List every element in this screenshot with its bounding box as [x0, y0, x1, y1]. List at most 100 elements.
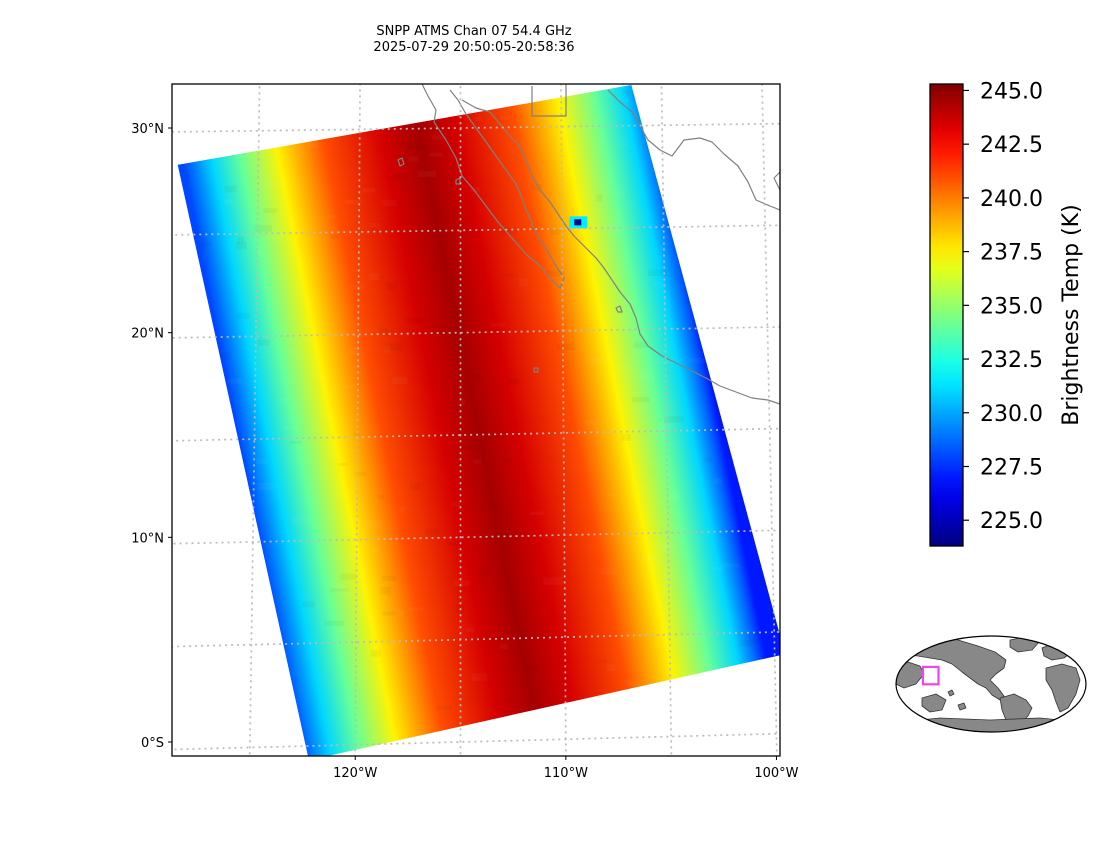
- swath-noise-cell: [383, 200, 397, 206]
- y-tick-label: 10°N: [131, 531, 164, 546]
- swath-noise-cell: [505, 458, 513, 463]
- y-tick-label: 30°N: [131, 122, 164, 137]
- colorbar-tick-label: 230.0: [980, 402, 1043, 427]
- colorbar-tick-label: 232.5: [980, 348, 1043, 373]
- swath-noise-cell: [264, 181, 283, 189]
- coastline: [461, 99, 780, 405]
- swath-noise-cell: [333, 585, 347, 593]
- swath-noise-cell: [258, 340, 270, 346]
- colorbar-tick-label: 225.0: [980, 509, 1043, 534]
- swath-noise-cell: [340, 574, 356, 580]
- coastline: [615, 305, 623, 313]
- swath-noise-cell: [642, 555, 659, 562]
- grid-parallel: [172, 427, 780, 442]
- coastline: [397, 157, 405, 167]
- swath-noise-cell: [466, 628, 475, 633]
- graticule: [36, 29, 780, 840]
- swath-noise-cell: [362, 188, 375, 192]
- swath-noise-cell: [523, 665, 539, 670]
- swath-noise-cell: [454, 581, 471, 587]
- swath-noise-cell: [451, 502, 461, 507]
- x-tick-label: 110°W: [544, 766, 588, 781]
- swath-noise-cell: [687, 357, 705, 363]
- swath-noise-cell: [290, 441, 302, 444]
- swath-noise-cell: [237, 313, 250, 319]
- swath-noise-cell: [472, 674, 488, 681]
- swath-noise-cell: [369, 274, 379, 281]
- swath-noise-cell: [387, 175, 407, 181]
- swath-noise-cell: [430, 153, 443, 157]
- coastline: [607, 89, 780, 211]
- swath-noise-cell: [658, 432, 665, 436]
- grid-parallel: [172, 122, 780, 133]
- swath-noise-cell: [474, 460, 482, 464]
- swath-noise-cell: [364, 520, 382, 528]
- swath-noise-cell: [306, 142, 318, 149]
- grid-meridian: [248, 84, 261, 756]
- swath-noise-cell: [479, 569, 490, 577]
- swath-noise-cell: [557, 343, 575, 350]
- grid-meridian: [142, 29, 160, 840]
- swath-noise-cell: [600, 568, 616, 575]
- colorbar-tick-label: 240.0: [980, 187, 1043, 212]
- swath-noise-cell: [331, 234, 339, 239]
- swath-noise-cell: [409, 156, 419, 161]
- swath-noise-cell: [621, 434, 631, 441]
- swath-noise-cell: [273, 240, 281, 244]
- x-tick-label: 100°W: [754, 766, 798, 781]
- swath-noise-cell: [302, 602, 314, 608]
- swath-noise-cell: [392, 377, 407, 384]
- swath-noise-cell: [325, 621, 344, 626]
- swath-noise-cell: [500, 116, 509, 120]
- swath-noise-cell: [382, 611, 398, 615]
- swath-noise-cell: [371, 650, 381, 657]
- swath-noise-cell: [599, 659, 606, 663]
- swath-noise-cell: [256, 458, 268, 464]
- grid-parallel: [172, 631, 780, 648]
- swath-noise-cell: [263, 208, 277, 213]
- swath-noise-cell: [380, 587, 390, 595]
- y-axis-ticks: 30°N 20°N 10°N 0°S: [131, 122, 172, 751]
- swath-noise-cell: [491, 323, 506, 327]
- swath-noise-cell: [387, 283, 397, 291]
- colorbar-frame: [929, 83, 964, 547]
- swath-noise-cell: [519, 278, 527, 286]
- grid-meridian: [560, 84, 567, 756]
- swath-noise-cell: [425, 528, 439, 535]
- swath-noise-cell: [617, 191, 626, 197]
- swath-noise-cell: [476, 117, 482, 121]
- swath-noise-cell: [673, 524, 680, 529]
- swath-noise-cell: [500, 644, 508, 650]
- swath-noise-cell: [338, 463, 348, 466]
- swath-noise-cell: [543, 577, 563, 585]
- swath-noise-cell: [351, 518, 359, 523]
- swath-noise-cell: [225, 186, 237, 192]
- chart-subtitle: 2025-07-29 20:50:05-20:58:36: [373, 40, 574, 55]
- swath-noise-cell: [346, 552, 356, 559]
- chart-title: SNPP ATMS Chan 07 54.4 GHz: [376, 24, 571, 39]
- cold-anomaly: [569, 216, 588, 229]
- anomaly-core: [574, 219, 582, 226]
- swath-noise-cell: [633, 397, 650, 402]
- colorbar-tick-label: 235.0: [980, 294, 1043, 319]
- coastline: [531, 84, 567, 117]
- colorbar: 245.0 242.5 240.0 237.5 235.0 232.5 230.0 227.5…: [929, 79, 1084, 547]
- swath-noise-cell: [629, 523, 639, 529]
- colorbar-tick-label: 237.5: [980, 241, 1043, 266]
- swath-noise-cell: [462, 446, 478, 450]
- swath-noise-cell: [623, 90, 630, 96]
- swath-noise-cell: [712, 567, 724, 570]
- grid-meridian: [36, 30, 60, 840]
- swath-noise-cell: [292, 518, 310, 526]
- swath-noise-cell: [617, 366, 629, 370]
- swath-noise-cell: [410, 483, 421, 490]
- swath-noise-cell: [409, 607, 424, 610]
- x-axis-ticks: 120°W 110°W 100°W: [333, 756, 799, 781]
- swath-noise-cell: [228, 379, 242, 384]
- swath-noise-cell: [220, 353, 230, 360]
- swath-noise-cell: [508, 379, 519, 385]
- swath-noise-cell: [346, 200, 362, 204]
- swath-noise-cell: [381, 576, 396, 581]
- swath-noise-cell: [455, 605, 463, 612]
- swath-noise-cell: [530, 512, 543, 516]
